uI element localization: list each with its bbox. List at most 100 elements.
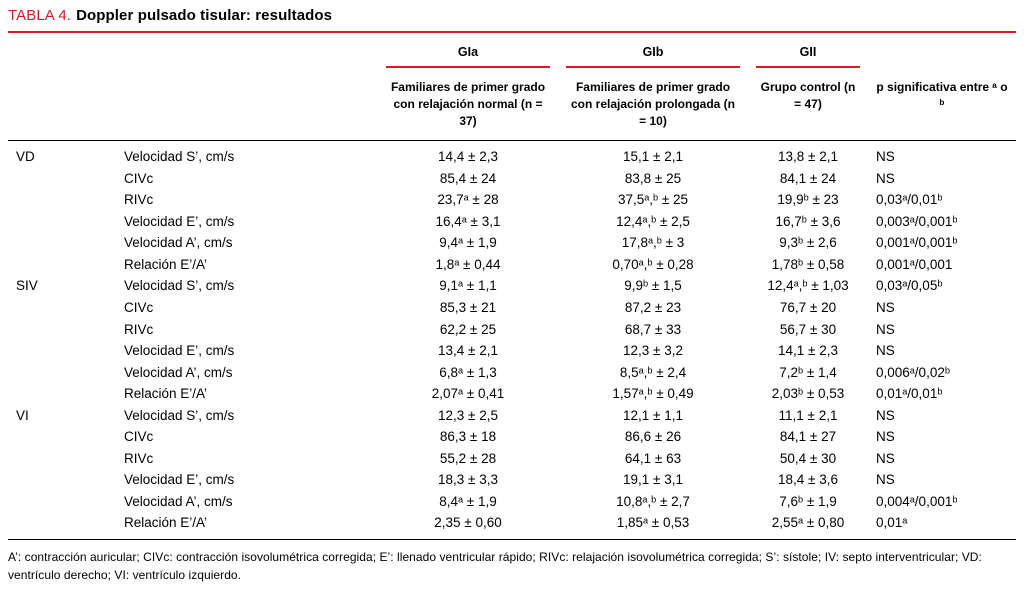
p-cell: 0,003ᵃ/0,001ᵇ — [876, 213, 958, 229]
table-header: GIa GIb GII Familiares de primer grado c… — [8, 33, 1016, 142]
gia-cell: 9,4ᵃ ± 1,9 — [439, 235, 497, 251]
p-cell: NS — [876, 343, 895, 359]
param-cell: Velocidad S’, cm/s — [124, 149, 235, 165]
p-cell: 0,001ᵃ/0,001ᵇ — [876, 235, 958, 251]
table-row: VI Velocidad S’, cm/s 12,3 ± 2,5 12,1 ± 1,1… — [8, 405, 1016, 427]
table-row: Velocidad E’, cm/s 18,3 ± 3,3 19,1 ± 3,1 18… — [8, 469, 1016, 491]
table-body: VD Velocidad S’, cm/s 14,4 ± 2,3 15,1 ± 2,1… — [8, 141, 1016, 541]
gii-cell: 12,4ᵃ,ᵇ ± 1,03 — [767, 278, 849, 294]
p-cell: 0,004ᵃ/0,001ᵇ — [876, 493, 958, 509]
table-row: RIVc 55,2 ± 28 64,1 ± 63 50,4 ± 30 NS — [8, 448, 1016, 470]
p-cell: 0,001ᵃ/0,001 — [876, 256, 953, 272]
gib-cell: 1,57ᵃ,ᵇ ± 0,49 — [612, 386, 694, 402]
gii-cell: 7,6ᵇ ± 1,9 — [779, 493, 837, 509]
table-caption: Doppler pulsado tisular: resultados — [76, 7, 333, 24]
gia-cell: 62,2 ± 25 — [439, 321, 497, 337]
gib-cell: 0,70ᵃ,ᵇ ± 0,28 — [612, 256, 694, 272]
p-cell: NS — [876, 321, 895, 337]
gii-cell: 84,1 ± 27 — [779, 429, 837, 445]
param-cell: Relación E’/A’ — [124, 256, 208, 272]
gii-cell: 50,4 ± 30 — [779, 450, 837, 466]
empty-header-cell — [116, 33, 378, 70]
gib-cell: 8,5ᵃ,ᵇ ± 2,4 — [619, 364, 687, 380]
param-cell: Velocidad A’, cm/s — [124, 493, 233, 509]
gib-cell: 10,8ᵃ,ᵇ ± 2,7 — [616, 493, 690, 509]
section-cell — [8, 297, 116, 319]
gia-cell: 13,4 ± 2,1 — [438, 343, 498, 359]
param-cell: Velocidad E’, cm/s — [124, 213, 235, 229]
gii-cell: 19,9ᵇ ± 23 — [777, 192, 839, 208]
gib-cell: 86,6 ± 26 — [624, 429, 682, 445]
gia-cell: 8,4ᵃ ± 1,9 — [439, 493, 497, 509]
section-cell: VD — [16, 149, 35, 165]
gia-cell: 85,3 ± 21 — [439, 300, 497, 315]
param-cell: CIVc — [124, 429, 154, 445]
gii-cell: 76,7 ± 20 — [779, 300, 837, 315]
gib-cell: 64,1 ± 63 — [624, 450, 682, 466]
subheader-p: p significativa entre ᵃ o ᵇ — [868, 70, 1016, 142]
param-cell: Velocidad S’, cm/s — [124, 407, 235, 423]
param-cell: Relación E’/A’ — [124, 386, 208, 402]
table-row: Velocidad A’, cm/s 8,4ᵃ ± 1,9 10,8ᵃ,ᵇ ± 2,… — [8, 491, 1016, 513]
gib-cell: 15,1 ± 2,1 — [623, 149, 683, 165]
param-cell: CIVc — [124, 170, 154, 186]
param-cell: Velocidad E’, cm/s — [124, 343, 235, 359]
gib-cell: 19,1 ± 3,1 — [623, 472, 683, 488]
subheader-gia: Familiares de primer grado con relajació… — [378, 70, 558, 142]
gia-cell: 23,7ᵃ ± 28 — [437, 192, 499, 208]
sub-header-row: Familiares de primer grado con relajació… — [8, 70, 1016, 142]
table-title: TABLA 4. Doppler pulsado tisular: resulta… — [8, 7, 1016, 24]
table-row: Relación E’/A’ 2,35 ± 0,60 1,85ᵃ ± 0,53 2,5… — [8, 512, 1016, 541]
gia-cell: 86,3 ± 18 — [439, 429, 497, 445]
subheader-gii: Grupo control (n = 47) — [748, 70, 868, 142]
section-cell — [8, 469, 116, 491]
section-cell — [8, 211, 116, 233]
gib-cell: 83,8 ± 25 — [624, 170, 682, 186]
param-cell: Velocidad A’, cm/s — [124, 364, 233, 380]
p-cell: 0,03ᵃ/0,01ᵇ — [876, 192, 943, 208]
table-row: SIV Velocidad S’, cm/s 9,1ᵃ ± 1,1 9,9ᵇ ± 1,… — [8, 276, 1016, 298]
section-cell — [8, 190, 116, 212]
table-row: Velocidad E’, cm/s 16,4ᵃ ± 3,1 12,4ᵃ,ᵇ ± 2… — [8, 211, 1016, 233]
gia-cell: 18,3 ± 3,3 — [438, 472, 498, 488]
group-header-gii: GII — [756, 45, 860, 68]
p-cell: 0,006ᵃ/0,02ᵇ — [876, 364, 950, 380]
table-row: Relación E’/A’ 2,07ᵃ ± 0,41 1,57ᵃ,ᵇ ± 0,49… — [8, 383, 1016, 405]
gia-cell: 2,07ᵃ ± 0,41 — [431, 386, 505, 402]
param-cell: Velocidad S’, cm/s — [124, 278, 235, 294]
group-header-gib: GIb — [566, 45, 740, 68]
table-row: Velocidad A’, cm/s 6,8ᵃ ± 1,3 8,5ᵃ,ᵇ ± 2,4… — [8, 362, 1016, 384]
p-cell: NS — [876, 450, 895, 466]
table-number: TABLA 4. — [8, 7, 72, 24]
empty-header-cell — [868, 33, 1016, 70]
gia-cell: 9,1ᵃ ± 1,1 — [439, 278, 497, 294]
gii-cell: 11,1 ± 2,1 — [778, 407, 838, 423]
gia-cell: 12,3 ± 2,5 — [438, 407, 498, 423]
empty-header-cell — [8, 33, 116, 70]
gii-cell: 2,55ᵃ ± 0,80 — [748, 512, 868, 541]
gii-cell: 84,1 ± 24 — [779, 170, 837, 186]
section-cell — [8, 362, 116, 384]
table-row: Relación E’/A’ 1,8ᵃ ± 0,44 0,70ᵃ,ᵇ ± 0,28 1… — [8, 254, 1016, 276]
section-cell: SIV — [16, 278, 38, 294]
title-rule — [8, 31, 1016, 33]
results-table: GIa GIb GII Familiares de primer grado c… — [8, 33, 1016, 541]
gii-cell: 16,7ᵇ ± 3,6 — [775, 213, 841, 229]
gia-cell: 55,2 ± 28 — [439, 450, 497, 466]
param-cell: RIVc — [124, 450, 154, 466]
table-row: RIVc 23,7ᵃ ± 28 37,5ᵃ,ᵇ ± 25 19,9ᵇ ± 23 0,03… — [8, 190, 1016, 212]
param-cell: RIVc — [124, 321, 154, 337]
p-cell: NS — [876, 149, 895, 165]
section-cell — [8, 319, 116, 341]
section-cell — [8, 254, 116, 276]
table-row: CIVc 86,3 ± 18 86,6 ± 26 84,1 ± 27 NS — [8, 426, 1016, 448]
p-cell: NS — [876, 407, 895, 423]
gii-cell: 56,7 ± 30 — [779, 321, 837, 337]
section-cell — [8, 512, 116, 541]
gia-cell: 14,4 ± 2,3 — [438, 149, 498, 165]
gii-cell: 9,3ᵇ ± 2,6 — [779, 235, 837, 251]
gii-cell: 13,8 ± 2,1 — [778, 149, 838, 165]
gia-cell: 1,8ᵃ ± 0,44 — [435, 256, 501, 272]
subheader-gib: Familiares de primer grado con relajació… — [558, 70, 748, 142]
param-cell: RIVc — [124, 192, 154, 208]
